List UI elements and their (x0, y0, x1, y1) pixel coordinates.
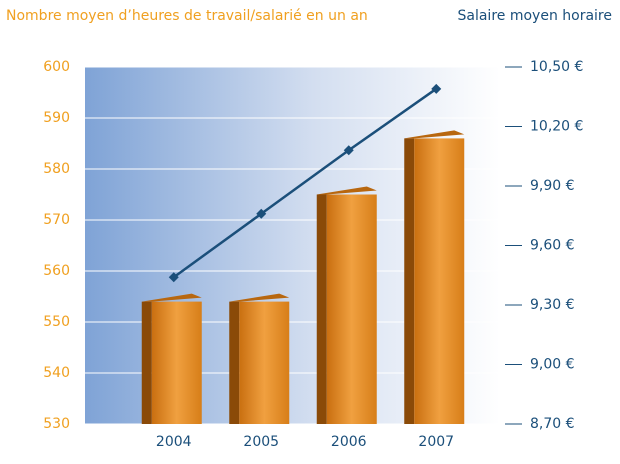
y2-axis-title: Salaire moyen horaire (458, 8, 613, 24)
x-tick-label: 2007 (418, 434, 454, 450)
bar (151, 301, 202, 424)
y-tick-label: 540 (43, 365, 70, 381)
y2-tick-label: 10,50 € (530, 59, 583, 75)
y2-tick-label: 9,30 € (530, 297, 575, 313)
y-tick-label: 600 (43, 59, 70, 75)
bar-side (404, 138, 415, 424)
y2-tick-label: 10,20 € (530, 119, 583, 135)
y2-tick-label: 9,00 € (530, 357, 575, 373)
bar (326, 194, 377, 424)
bar (414, 138, 465, 424)
y-tick-label: 550 (43, 314, 70, 330)
x-tick-label: 2006 (331, 434, 367, 450)
y-tick-label: 560 (43, 263, 70, 279)
line-marker (343, 145, 354, 156)
bar-top (316, 186, 377, 195)
y2-tick-label: 9,90 € (530, 178, 575, 194)
bar (239, 301, 290, 424)
line (173, 87, 437, 279)
bar-side (316, 194, 327, 424)
x-tick-label: 2005 (243, 434, 279, 450)
bar-side (141, 301, 152, 424)
line-marker (431, 83, 442, 94)
bar-top (229, 293, 290, 302)
line-marker (256, 208, 267, 219)
y2-tick-label: 9,60 € (530, 238, 575, 254)
y-tick-label: 570 (43, 212, 70, 228)
y2-tick-label: 8,70 € (530, 416, 575, 432)
y-tick-label: 580 (43, 161, 70, 177)
x-tick-label: 2004 (156, 434, 192, 450)
bar-top (141, 293, 202, 302)
bar-top (404, 130, 465, 139)
line-marker (168, 272, 179, 283)
bar-side (229, 301, 240, 424)
y-axis-title: Nombre moyen d’heures de travail/salarié… (6, 8, 368, 24)
y-tick-label: 590 (43, 110, 70, 126)
y-tick-label: 530 (43, 416, 70, 432)
